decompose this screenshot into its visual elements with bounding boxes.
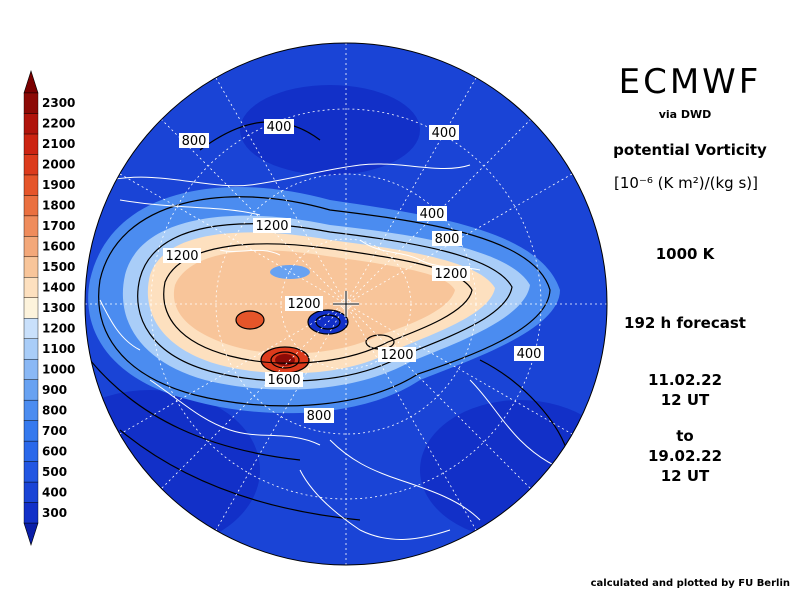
pv-maximum xyxy=(236,311,264,329)
svg-text:800: 800 xyxy=(182,134,207,149)
colorbar-cell xyxy=(23,215,39,237)
colorbar-cell xyxy=(23,195,39,217)
date-to-word: to xyxy=(676,427,694,445)
valid-from-time: 12 UT xyxy=(660,391,710,409)
colorbar-cell xyxy=(23,174,39,196)
colorbar-cell xyxy=(23,440,39,462)
svg-text:800: 800 xyxy=(307,409,332,424)
contour-label: 400 xyxy=(417,206,447,222)
colorbar-tick-label: 1000 xyxy=(42,362,75,376)
colorbar-tick-label: 2300 xyxy=(42,96,75,110)
colorbar-tick-label: 1100 xyxy=(42,342,75,356)
colorbar-tick-label: 1500 xyxy=(42,260,75,274)
colorbar-cell xyxy=(23,502,39,524)
figure-subtitle: via DWD xyxy=(658,108,712,121)
colorbar-legend: 300 400 500 600 700 800 900 1000 1100 1200 1300 140… xyxy=(23,70,75,546)
contour-label: 800 xyxy=(179,133,209,149)
colorbar-cell xyxy=(23,481,39,503)
colorbar-cell xyxy=(23,379,39,401)
colorbar-tick-label: 2200 xyxy=(42,117,75,131)
colorbar-tick-label: 2100 xyxy=(42,137,75,151)
colorbar-cell xyxy=(23,338,39,360)
contour-label: 1200 xyxy=(253,218,291,234)
contour-label: 400 xyxy=(429,125,459,141)
colorbar-tick-label: 1800 xyxy=(42,199,75,213)
colorbar-tick-label: 700 xyxy=(42,424,67,438)
colorbar-lower-arrow xyxy=(23,522,39,546)
svg-text:1600: 1600 xyxy=(267,373,300,388)
coastlines xyxy=(99,163,581,540)
colorbar-cell xyxy=(23,277,39,298)
colorbar-cell xyxy=(23,236,39,258)
contour-label: 1200 xyxy=(163,248,201,264)
contour-label-group: 400 400 400 400 800 800 800 1200 1200 12… xyxy=(163,119,544,424)
valid-from-date: 11.02.22 12 UT xyxy=(610,370,760,410)
colorbar-tick-label: 1300 xyxy=(42,301,75,315)
colorbar-tick-label: 1200 xyxy=(42,321,75,335)
colorbar-cell xyxy=(23,358,39,380)
pv-maximum xyxy=(275,354,295,366)
valid-from-day: 11.02.22 xyxy=(647,371,723,389)
colorbar-cell xyxy=(23,420,39,442)
contour-label: 1200 xyxy=(432,266,470,282)
colorbar-cell xyxy=(23,297,39,319)
colorbar-cell xyxy=(23,256,39,278)
low-pv-region xyxy=(240,85,420,175)
colorbar-tick-label: 1900 xyxy=(42,178,75,192)
svg-text:800: 800 xyxy=(435,232,460,247)
map-border xyxy=(84,42,608,566)
contour-label: 400 xyxy=(264,119,294,135)
pole-cross-icon-outline xyxy=(333,291,359,317)
svg-text:1200: 1200 xyxy=(165,249,198,264)
contour-label: 400 xyxy=(514,346,544,362)
colorbar-cell xyxy=(23,92,39,114)
colorbar-tick-label: 1600 xyxy=(42,240,75,254)
contour-label: 1200 xyxy=(285,296,323,312)
pv-minimum xyxy=(308,310,348,334)
contour-label: 800 xyxy=(432,231,462,247)
valid-to-date: 19.02.22 12 UT xyxy=(610,446,760,486)
figure-title: ECMWF xyxy=(618,62,762,102)
contour-label: 1200 xyxy=(378,347,416,363)
colorbar-tick-label: 2000 xyxy=(42,158,75,172)
colorbar-tick-label: 400 xyxy=(42,485,67,499)
colorbar-cell xyxy=(23,318,39,339)
svg-text:1200: 1200 xyxy=(255,219,288,234)
valid-to-day: 19.02.22 xyxy=(647,447,723,465)
colorbar-tick-label: 1700 xyxy=(42,219,75,233)
svg-text:1200: 1200 xyxy=(434,267,467,282)
quantity-label: potential Vorticity xyxy=(613,141,767,159)
units-label: [10⁻⁶ (K m²)/(kg s)] xyxy=(614,174,758,192)
colorbar-cell xyxy=(23,133,39,155)
contour-label: 800 xyxy=(304,408,334,424)
colorbar-tick-label: 500 xyxy=(42,465,67,479)
colorbar-cell xyxy=(23,154,39,176)
contour-label: 1600 xyxy=(265,372,303,388)
colorbar-tick-label: 800 xyxy=(42,403,67,417)
low-pv-region xyxy=(85,390,260,550)
low-pv-region xyxy=(420,400,607,540)
colorbar-cell xyxy=(23,399,39,421)
valid-to-time: 12 UT xyxy=(660,467,710,485)
colorbar-cell xyxy=(23,113,39,135)
svg-text:400: 400 xyxy=(420,207,445,222)
svg-text:1200: 1200 xyxy=(380,348,413,363)
colorbar-tick-label: 900 xyxy=(42,383,67,397)
colorbar-tick-label: 1400 xyxy=(42,281,75,295)
colorbar-tick-label: 300 xyxy=(42,506,67,520)
credit-line: calculated and plotted by FU Berlin xyxy=(590,578,790,589)
svg-text:400: 400 xyxy=(432,126,457,141)
svg-text:1200: 1200 xyxy=(287,297,320,312)
svg-text:400: 400 xyxy=(517,347,542,362)
level-label: 1000 K xyxy=(655,245,715,263)
colorbar-upper-arrow xyxy=(23,70,39,94)
colorbar-tick-label: 600 xyxy=(42,444,67,458)
colorbar-cell xyxy=(23,461,39,483)
forecast-label: 192 h forecast xyxy=(624,314,746,332)
svg-text:400: 400 xyxy=(267,120,292,135)
